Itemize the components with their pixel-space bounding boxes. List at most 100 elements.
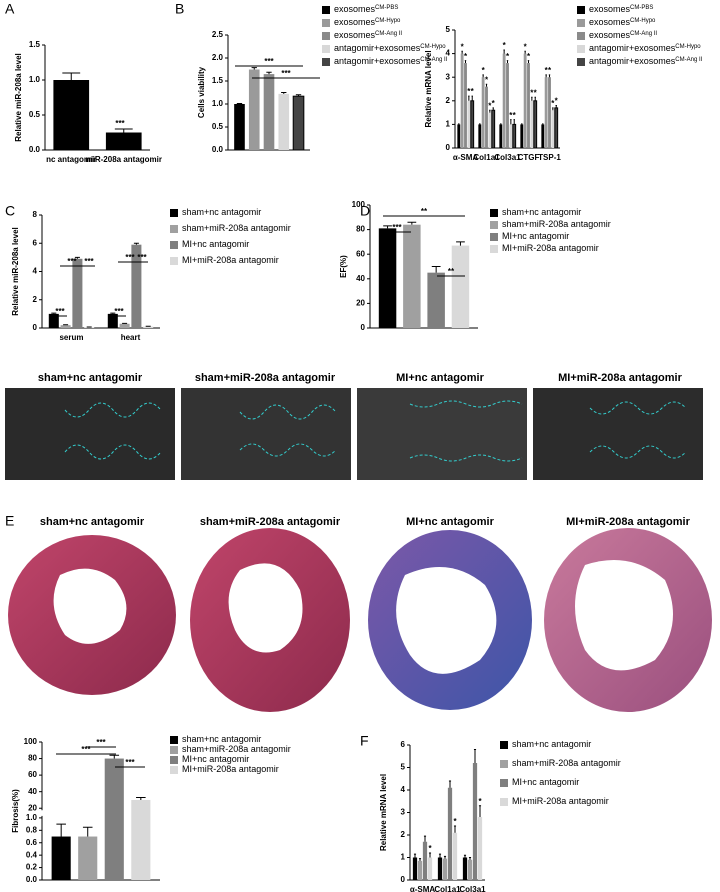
legend-swatch [322,58,330,66]
bar [60,325,71,328]
legend-swatch [490,209,498,217]
y-tick-label: 2 [446,96,451,105]
legend-label: exosomesCM-Ang II [334,30,402,40]
y-tick-label: 40 [28,787,37,796]
error-bar [383,225,392,229]
significance-mark: * [464,52,468,61]
y-tick-label: 20 [28,803,37,812]
error-bar [109,754,120,759]
y-axis-label: Relative miR-208a level [11,227,20,316]
y-tick-label: 0.0 [29,145,41,154]
error-bar [110,312,116,314]
y-tick-label: 3 [446,72,451,81]
y-tick-label: 0.0 [212,145,224,154]
error-bar [482,74,484,78]
y-tick-label: 0.4 [26,850,38,859]
legend-label: exosomesCM-PBS [334,4,398,14]
y-tick-label: 2 [401,830,406,839]
y-tick-label: 0 [33,323,38,332]
legend-name: exosomes [334,17,376,27]
error-bar [463,854,467,858]
legend-name: MI+nc antagomir [182,754,249,764]
significance-mark: * [467,87,471,96]
bar [447,787,453,880]
x-tick-label: α-SMA [453,153,479,162]
y-tick-label: 2.0 [212,53,224,62]
legend-name: exosomes [589,30,631,40]
x-tick-label: CTGF [518,153,540,162]
legend-name: sham+nc antagomir [512,739,591,749]
legend-superscript: CM-Ang II [675,57,702,63]
annotation: *** [264,57,274,66]
bar [442,858,448,880]
echo-trace [409,400,523,462]
significance-mark: * [524,42,528,51]
legend-name: antagomir+exosomes [589,56,676,66]
bar [520,124,524,148]
annotation: *** [81,745,91,754]
echo-trace [64,402,162,460]
annotation: *** [67,257,77,266]
error-bar [251,67,257,70]
x-tick-label: heart [121,333,141,342]
error-bar [527,60,530,64]
echo-image [533,388,703,480]
bar [143,326,154,328]
y-tick-label: 6 [401,740,406,749]
bar [437,857,443,880]
significance-mark: * [453,817,457,826]
significance-mark: * [551,99,555,108]
y-tick-label: 5 [401,763,406,772]
panel-label: C [5,203,15,219]
error-bar [471,95,473,101]
error-bar [407,221,417,225]
bar [488,112,492,148]
legend-name: sham+miR-208a antagomir [182,744,291,754]
panel-label: A [5,1,15,17]
bar [462,857,468,880]
histology-title: sham+miR-208a antagomir [200,516,341,528]
y-tick-label: 1.5 [212,76,224,85]
legend-superscript: CM-Hypo [375,18,401,24]
legend-label: MI+miR-208a antagomir [502,243,599,253]
y-tick-label: 0 [401,875,406,884]
y-tick-label: 80 [28,754,37,763]
legend-name: antagomir+exosomes [334,56,421,66]
bar [506,63,509,148]
annotation: ** [448,267,455,276]
bar [451,245,470,328]
bar [551,110,555,148]
y-axis-label: Fibrosis(%) [11,789,20,833]
annotation: *** [125,253,135,262]
significance-mark: * [503,41,507,50]
bar [478,124,482,148]
legend-label: MI+miR-208a antagomir [182,764,279,774]
legend-label: MI+nc antagomir [502,231,569,241]
legend-label: sham+nc antagomir [502,207,581,217]
legend-name: exosomes [589,17,631,27]
bar [53,80,90,150]
x-tick-label: miR-208a antagomir [86,155,162,164]
histology-title: MI+miR-208a antagomir [566,516,691,528]
significance-mark: * [527,52,531,61]
error-bar [506,60,509,64]
error-bar [468,857,472,860]
x-tick-label: Col1a1 [434,885,461,892]
error-bar [423,835,427,842]
lumen [228,563,303,653]
bar [131,799,151,880]
error-bar [524,50,526,54]
significance-mark: * [478,797,482,806]
bar [472,763,478,880]
error-bar [548,74,551,78]
y-tick-label: 100 [352,200,366,209]
bar [533,100,538,149]
legend-name: exosomes [334,4,376,14]
error-bar [503,49,505,54]
bar [527,63,530,148]
annotation: ** [421,207,428,216]
legend-name: antagomir+exosomes [334,43,421,53]
echo-images [5,388,703,480]
histology-title: sham+nc antagomir [40,516,145,528]
legend-label: antagomir+exosomesCM-Ang II [589,56,703,66]
